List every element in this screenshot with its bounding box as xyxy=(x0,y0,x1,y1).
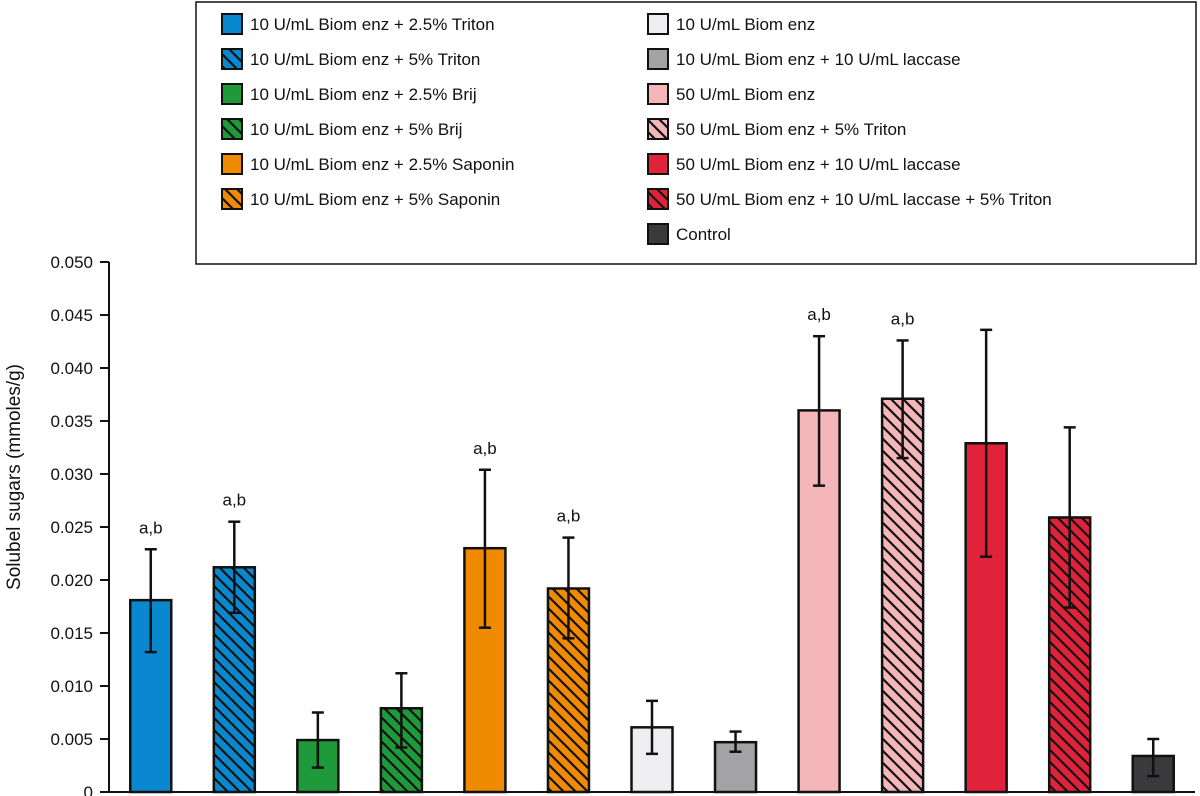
significance-label: a,b xyxy=(473,439,497,458)
y-axis-label: Solubel sugars (mmoles/g) xyxy=(4,364,25,590)
bar-group: a,b xyxy=(212,491,257,794)
legend-swatch xyxy=(647,188,669,210)
legend-swatch xyxy=(647,223,669,245)
legend-item: 50 U/mL Biom enz + 10 U/mL laccase xyxy=(647,153,961,175)
y-tick-label: 0.045 xyxy=(50,306,93,325)
legend-item: 10 U/mL Biom enz + 10 U/mL laccase xyxy=(647,48,961,70)
legend-label: 50 U/mL Biom enz + 5% Triton xyxy=(676,120,906,139)
y-tick-label: 0.040 xyxy=(50,359,93,378)
legend-swatch xyxy=(221,153,243,175)
legend: 10 U/mL Biom enz + 2.5% Triton 10 U/mL Bi… xyxy=(221,13,1052,245)
significance-label: a,b xyxy=(139,518,163,537)
legend-label: 50 U/mL Biom enz + 10 U/mL laccase + 5% … xyxy=(676,190,1052,209)
legend-swatch xyxy=(221,48,243,70)
y-tick-label: 0.010 xyxy=(50,677,93,696)
legend-item: 50 U/mL Biom enz xyxy=(647,83,815,105)
legend-label: 10 U/mL Biom enz + 2.5% Triton xyxy=(250,15,495,34)
bars: a,b a,b a,b a,b a,b a,b xyxy=(129,305,1175,794)
bar-group: a,b xyxy=(546,507,591,794)
legend-item: 10 U/mL Biom enz xyxy=(647,13,815,35)
legend-label: 10 U/mL Biom enz + 5% Saponin xyxy=(250,190,500,209)
legend-swatch xyxy=(221,118,243,140)
significance-label: a,b xyxy=(891,309,915,328)
y-tick-label: 0.050 xyxy=(50,253,93,272)
legend-label: 10 U/mL Biom enz + 2.5% Brij xyxy=(250,85,477,104)
legend-label: 50 U/mL Biom enz + 10 U/mL laccase xyxy=(676,155,961,174)
legend-swatch xyxy=(221,13,243,35)
y-tick-label: 0 xyxy=(84,783,93,796)
significance-label: a,b xyxy=(222,491,246,510)
legend-item: 10 U/mL Biom enz + 2.5% Triton xyxy=(221,13,495,35)
legend-item: 50 U/mL Biom enz + 5% Triton xyxy=(647,118,906,140)
bar-group: a,b xyxy=(129,518,173,794)
y-tick-label: 0.030 xyxy=(50,465,93,484)
bar-group xyxy=(1047,426,1092,794)
legend-swatch xyxy=(647,48,669,70)
legend-swatch xyxy=(221,188,243,210)
y-tick-label: 0.035 xyxy=(50,412,93,431)
legend-item: 10 U/mL Biom enz + 2.5% Saponin xyxy=(221,153,514,175)
significance-label: a,b xyxy=(557,507,581,526)
legend-box xyxy=(195,1,1197,265)
bar-group xyxy=(296,711,340,794)
bar-group xyxy=(1131,737,1175,794)
bar-group: a,b xyxy=(463,439,507,794)
bar-group: a,b xyxy=(880,309,925,794)
bar-group xyxy=(379,672,424,794)
legend-swatch xyxy=(647,13,669,35)
legend-label: 10 U/mL Biom enz + 10 U/mL laccase xyxy=(676,50,961,69)
y-tick-label: 0.015 xyxy=(50,624,93,643)
legend-item: 10 U/mL Biom enz + 5% Saponin xyxy=(221,188,500,210)
legend-item: Control xyxy=(647,223,731,245)
bar-group xyxy=(713,730,758,794)
legend-label: 50 U/mL Biom enz xyxy=(676,85,815,104)
bar-group xyxy=(964,328,1008,794)
legend-item: 10 U/mL Biom enz + 2.5% Brij xyxy=(221,83,477,105)
legend-swatch xyxy=(647,83,669,105)
y-tick-label: 0.005 xyxy=(50,730,93,749)
y-axis: 0 0.005 0.010 0.015 0.020 0.025 0.030 0.035 0.04… xyxy=(50,253,110,796)
legend-item: 10 U/mL Biom enz + 5% Brij xyxy=(221,118,462,140)
legend-label: 10 U/mL Biom enz xyxy=(676,15,815,34)
legend-item: 10 U/mL Biom enz + 5% Triton xyxy=(221,48,480,70)
y-tick-label: 0.020 xyxy=(50,571,93,590)
bar-group xyxy=(630,699,674,794)
legend-swatch xyxy=(647,118,669,140)
legend-swatch xyxy=(647,153,669,175)
significance-label: a,b xyxy=(807,305,831,324)
legend-label: 10 U/mL Biom enz + 2.5% Saponin xyxy=(250,155,514,174)
legend-label: Control xyxy=(676,225,731,244)
legend-item: 50 U/mL Biom enz + 10 U/mL laccase + 5% … xyxy=(647,188,1052,210)
bar-group: a,b xyxy=(797,305,841,794)
legend-label: 10 U/mL Biom enz + 5% Triton xyxy=(250,50,480,69)
legend-swatch xyxy=(221,83,243,105)
legend-label: 10 U/mL Biom enz + 5% Brij xyxy=(250,120,462,139)
y-tick-label: 0.025 xyxy=(50,518,93,537)
